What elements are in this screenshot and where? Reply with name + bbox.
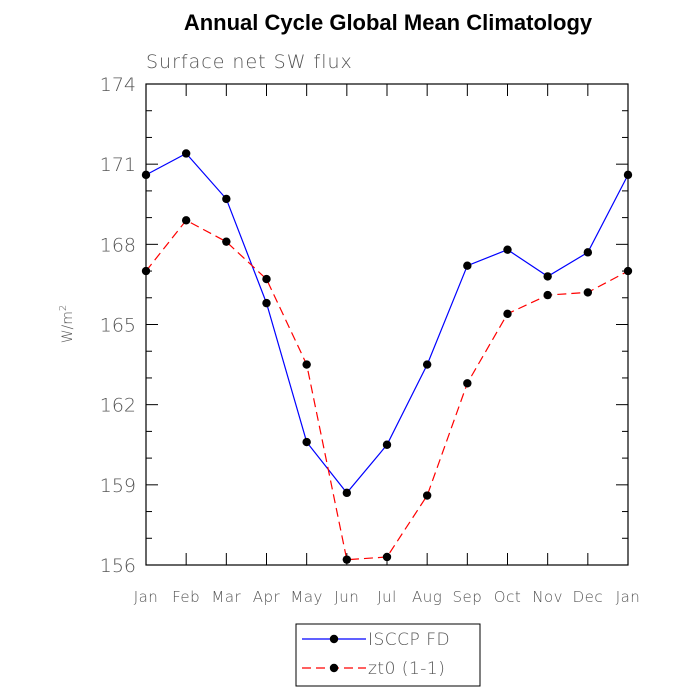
series-point-1 bbox=[583, 288, 593, 297]
plot-area bbox=[145, 83, 629, 566]
legend-marker-0 bbox=[329, 634, 339, 644]
series-point-0 bbox=[623, 170, 633, 180]
x-tick-label: Dec bbox=[573, 588, 604, 606]
x-tick-label: Feb bbox=[172, 588, 200, 606]
series-point-1 bbox=[543, 290, 552, 300]
y-tick-label: 165 bbox=[100, 315, 136, 337]
x-tick-label: Oct bbox=[494, 588, 521, 606]
legend-label-1: zt0 (1-1) bbox=[368, 659, 445, 679]
series-layer bbox=[141, 149, 633, 564]
series-point-1 bbox=[503, 309, 512, 319]
x-tick-label: Aug bbox=[412, 588, 442, 606]
series-point-0 bbox=[302, 437, 311, 447]
x-tick-label: Mar bbox=[211, 588, 241, 606]
series-point-1 bbox=[342, 555, 352, 564]
series-point-1 bbox=[262, 274, 271, 284]
x-tick-label: May bbox=[290, 588, 323, 606]
series-point-0 bbox=[342, 488, 352, 498]
x-tick-label: Sep bbox=[452, 588, 482, 606]
series-point-1 bbox=[302, 360, 311, 369]
legend-marker-1 bbox=[329, 663, 339, 673]
x-tick-label: Jul bbox=[377, 588, 397, 606]
plot-frame bbox=[145, 83, 629, 566]
series-point-0 bbox=[262, 298, 271, 308]
series-point-0 bbox=[222, 194, 231, 204]
series-point-0 bbox=[382, 440, 392, 449]
y-tick-label: 156 bbox=[100, 555, 136, 577]
series-point-1 bbox=[623, 266, 633, 276]
x-axis: Jan Feb Mar Apr May Jun Jul Aug Sep Oct Nov Dec Jan bbox=[134, 84, 641, 606]
y-tick-label: 168 bbox=[100, 234, 136, 256]
x-tick-label: Nov bbox=[532, 588, 563, 606]
x-tick-label: Apr bbox=[253, 588, 281, 606]
series-point-0 bbox=[181, 149, 191, 158]
series-point-0 bbox=[141, 170, 151, 180]
series-point-1 bbox=[141, 266, 151, 276]
series-point-0 bbox=[583, 248, 593, 257]
y-tick-label: 162 bbox=[100, 395, 136, 417]
y-axis-label: W/m2 bbox=[58, 305, 76, 344]
legend-label-0: ISCCP FD bbox=[368, 630, 450, 650]
series-point-1 bbox=[222, 237, 231, 246]
legend: ISCCP FD zt0 (1-1) bbox=[295, 623, 481, 687]
series-point-1 bbox=[382, 552, 392, 562]
y-axis: 156 159 162 165 168 171 174 bbox=[100, 74, 628, 577]
y-tick-label: 174 bbox=[100, 74, 136, 96]
x-tick-label: Jan bbox=[616, 588, 641, 606]
series-point-0 bbox=[463, 261, 472, 270]
legend-box bbox=[295, 623, 481, 687]
chart-subtitle: Surface net SW flux bbox=[146, 51, 353, 73]
y-tick-label: 171 bbox=[100, 154, 136, 176]
x-tick-label: Jun bbox=[334, 588, 359, 606]
chart-title: Annual Cycle Global Mean Climatology bbox=[184, 10, 593, 35]
series-point-0 bbox=[543, 272, 552, 281]
series-point-1 bbox=[181, 216, 191, 225]
y-axis-label-text: W/m bbox=[60, 311, 76, 343]
y-tick-label: 159 bbox=[100, 475, 136, 497]
series-point-1 bbox=[422, 491, 432, 500]
series-point-0 bbox=[503, 245, 512, 254]
series-point-0 bbox=[422, 360, 432, 369]
y-axis-label-superscript: 2 bbox=[58, 305, 69, 311]
series-point-1 bbox=[463, 379, 472, 388]
x-tick-label: Jan bbox=[134, 588, 159, 606]
